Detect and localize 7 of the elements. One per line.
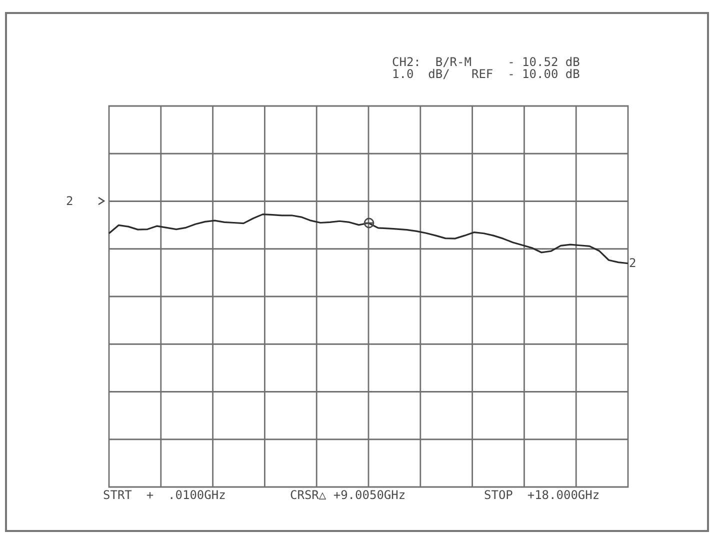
text: 2 bbox=[629, 256, 636, 270]
text: STOP +18.000GHz bbox=[484, 488, 600, 502]
text: CRSR△ +9.0050GHz bbox=[290, 488, 406, 502]
text: 2 bbox=[66, 194, 74, 208]
text: CH2: B/R-M - 10.52 dB bbox=[392, 55, 580, 69]
text: 1.0 dB/ REF - 10.00 dB bbox=[392, 67, 580, 81]
text: STRT + .0100GHz bbox=[103, 488, 226, 502]
